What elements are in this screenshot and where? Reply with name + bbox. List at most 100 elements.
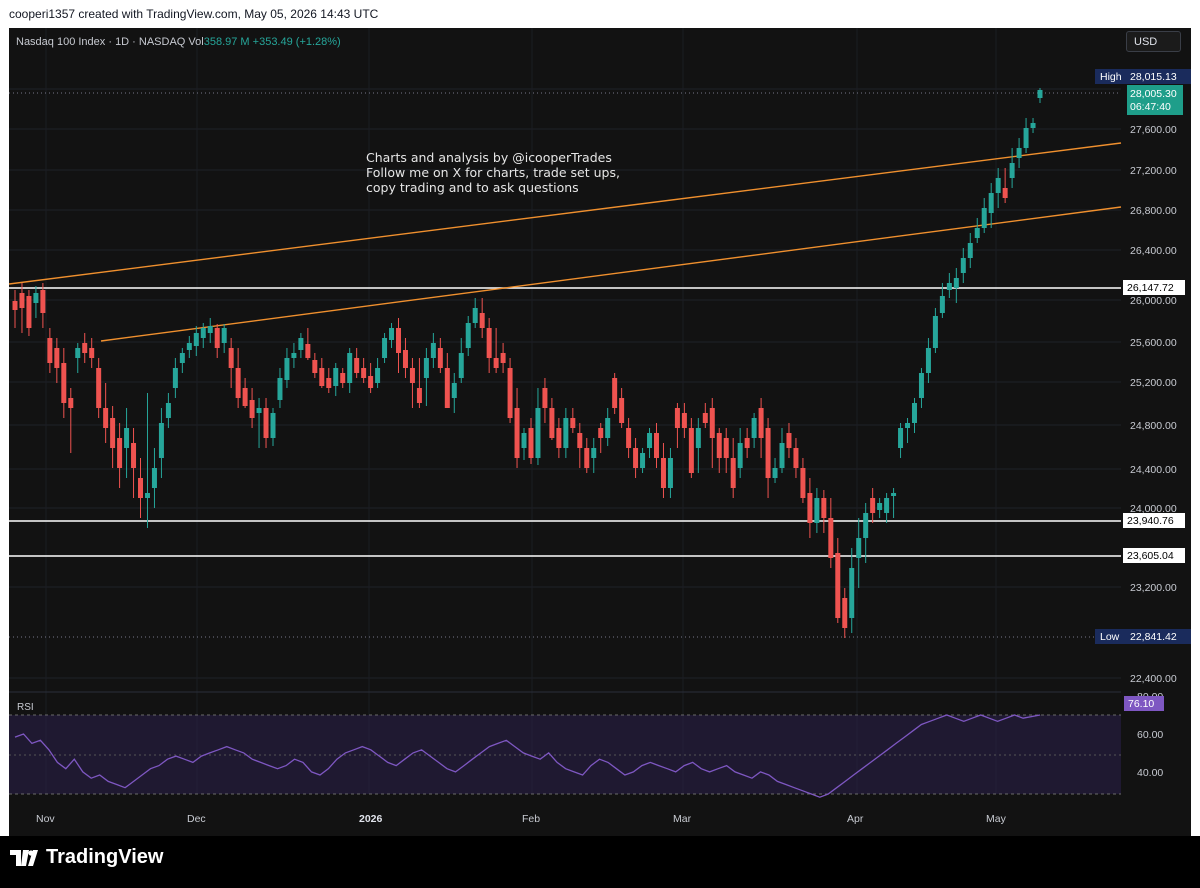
candle[interactable] bbox=[75, 343, 81, 373]
candle[interactable] bbox=[939, 283, 945, 318]
candle[interactable] bbox=[186, 336, 192, 358]
candle[interactable] bbox=[165, 393, 171, 428]
candle[interactable] bbox=[389, 323, 395, 348]
candle[interactable] bbox=[242, 378, 248, 408]
candle[interactable] bbox=[521, 428, 527, 460]
candle[interactable] bbox=[375, 358, 381, 388]
candle[interactable] bbox=[584, 438, 590, 473]
candle[interactable] bbox=[249, 388, 255, 428]
candle[interactable] bbox=[988, 183, 994, 228]
candle[interactable] bbox=[737, 428, 743, 478]
rsi-indicator-label[interactable]: RSI bbox=[17, 702, 34, 713]
candle[interactable] bbox=[221, 324, 227, 353]
candle[interactable] bbox=[849, 548, 855, 633]
candle[interactable] bbox=[960, 248, 966, 283]
candle[interactable] bbox=[542, 378, 548, 423]
candle[interactable] bbox=[633, 438, 639, 478]
candle[interactable] bbox=[82, 333, 88, 363]
candle[interactable] bbox=[96, 358, 102, 418]
candle[interactable] bbox=[270, 408, 276, 446]
candle[interactable] bbox=[709, 398, 715, 468]
candle[interactable] bbox=[925, 338, 931, 383]
candle[interactable] bbox=[619, 388, 625, 428]
candle[interactable] bbox=[821, 490, 827, 533]
candle[interactable] bbox=[256, 398, 262, 448]
candle[interactable] bbox=[416, 358, 422, 408]
candle[interactable] bbox=[277, 368, 283, 408]
candle[interactable] bbox=[465, 316, 471, 356]
candle[interactable] bbox=[291, 343, 297, 368]
candle[interactable] bbox=[263, 398, 269, 448]
candle[interactable] bbox=[577, 423, 583, 468]
candle[interactable] bbox=[842, 588, 848, 638]
candle[interactable] bbox=[905, 418, 911, 443]
candle[interactable] bbox=[702, 403, 708, 428]
candle[interactable] bbox=[612, 373, 618, 414]
candle[interactable] bbox=[472, 298, 478, 328]
candle[interactable] bbox=[1037, 88, 1043, 103]
candle[interactable] bbox=[946, 273, 952, 298]
candle[interactable] bbox=[660, 443, 666, 498]
candle[interactable] bbox=[640, 448, 646, 473]
candle[interactable] bbox=[688, 418, 694, 478]
candle[interactable] bbox=[214, 324, 220, 358]
candle[interactable] bbox=[144, 393, 150, 528]
candle[interactable] bbox=[12, 290, 18, 328]
candle[interactable] bbox=[131, 428, 137, 498]
chart-pane[interactable]: 28,000.0027,600.0027,200.0026,800.0026,4… bbox=[8, 28, 1191, 836]
candle[interactable] bbox=[800, 458, 806, 503]
candle[interactable] bbox=[730, 438, 736, 498]
candle[interactable] bbox=[1030, 118, 1036, 133]
candle[interactable] bbox=[179, 348, 185, 373]
candle[interactable] bbox=[110, 406, 116, 468]
candle[interactable] bbox=[298, 333, 304, 358]
candle[interactable] bbox=[493, 328, 499, 373]
candle[interactable] bbox=[814, 488, 820, 533]
candle[interactable] bbox=[117, 423, 123, 488]
candle[interactable] bbox=[486, 318, 492, 373]
candle[interactable] bbox=[361, 358, 367, 383]
candle[interactable] bbox=[605, 408, 611, 446]
candle[interactable] bbox=[695, 418, 701, 473]
candle[interactable] bbox=[856, 518, 862, 588]
candle[interactable] bbox=[402, 338, 408, 378]
candle[interactable] bbox=[312, 353, 318, 378]
candle[interactable] bbox=[793, 438, 799, 478]
candle[interactable] bbox=[751, 413, 757, 448]
lower-trendline[interactable] bbox=[100, 206, 1122, 342]
candle[interactable] bbox=[138, 458, 144, 518]
candle[interactable] bbox=[382, 333, 388, 363]
candle[interactable] bbox=[458, 338, 464, 383]
candle[interactable] bbox=[556, 418, 562, 458]
candle[interactable] bbox=[681, 403, 687, 438]
candle[interactable] bbox=[396, 318, 402, 373]
candle[interactable] bbox=[61, 348, 67, 418]
candle[interactable] bbox=[647, 428, 653, 458]
candle[interactable] bbox=[807, 478, 813, 538]
candle[interactable] bbox=[368, 363, 374, 393]
candle[interactable] bbox=[500, 343, 506, 373]
candle[interactable] bbox=[549, 398, 555, 440]
annotation-text[interactable]: Charts and analysis by @icooperTrades Fo… bbox=[366, 150, 620, 195]
symbol-legend[interactable]: Nasdaq 100 Index · 1D · NASDAQ Vol358.97… bbox=[16, 36, 341, 48]
candle[interactable] bbox=[444, 353, 450, 408]
candle[interactable] bbox=[870, 488, 876, 523]
candle[interactable] bbox=[570, 408, 576, 433]
candle[interactable] bbox=[786, 423, 792, 458]
candle[interactable] bbox=[1009, 148, 1015, 188]
candle[interactable] bbox=[151, 448, 157, 508]
candle[interactable] bbox=[932, 308, 938, 353]
candle[interactable] bbox=[437, 338, 443, 373]
candle[interactable] bbox=[193, 326, 199, 356]
candle[interactable] bbox=[409, 358, 415, 408]
candle[interactable] bbox=[974, 218, 980, 243]
candle[interactable] bbox=[1016, 138, 1022, 168]
candle[interactable] bbox=[54, 338, 60, 383]
candle[interactable] bbox=[779, 428, 785, 473]
candle[interactable] bbox=[235, 348, 241, 408]
candle[interactable] bbox=[347, 348, 353, 393]
candle[interactable] bbox=[911, 398, 917, 433]
candle[interactable] bbox=[514, 388, 520, 468]
candle[interactable] bbox=[967, 233, 973, 268]
candle[interactable] bbox=[19, 283, 25, 333]
